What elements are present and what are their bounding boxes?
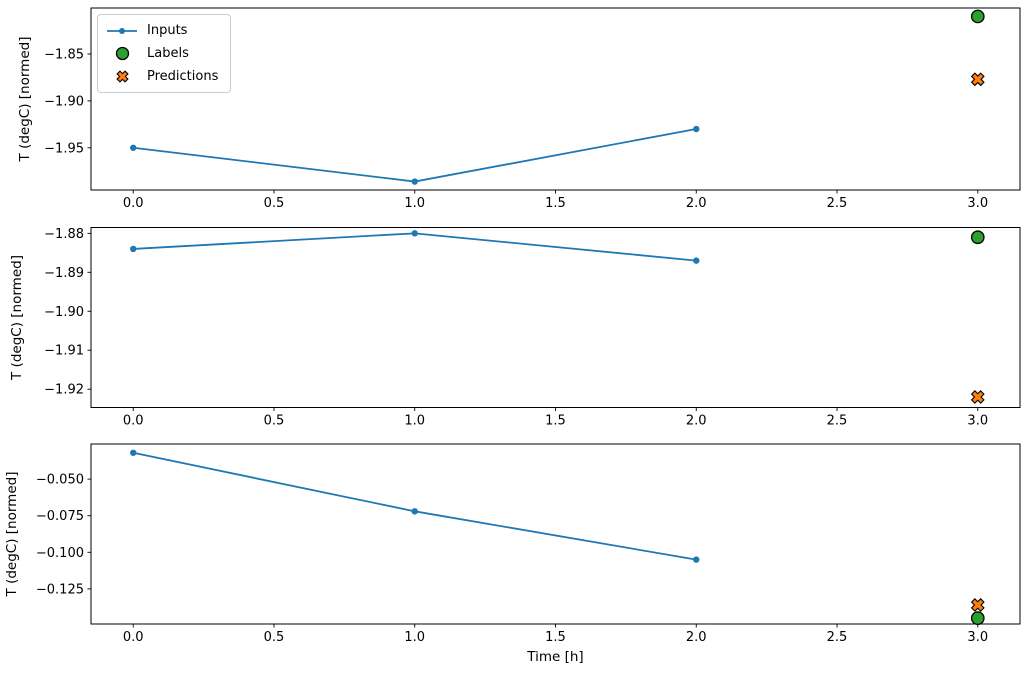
x-tick-label: 2.5	[827, 414, 848, 429]
x-tick-label: 2.5	[827, 196, 848, 211]
inputs-point	[130, 144, 137, 151]
x-tick-label: 1.5	[545, 630, 566, 645]
inputs-point	[411, 508, 418, 515]
subplot-3: 0.0 0.5 1.0 1.5 2.0 2.5 3.0 −0.050 −0.075 −0.100 −…	[4, 443, 1021, 665]
y-tick-label: −0.125	[36, 582, 84, 597]
predictions-point	[970, 390, 985, 404]
legend-item-predictions: Predictions	[106, 67, 218, 86]
predictions-point	[970, 598, 985, 612]
y-tick-label: −1.88	[44, 227, 84, 242]
x-axis-label: Time [h]	[526, 649, 583, 665]
y-tick-label: −1.85	[44, 47, 84, 62]
y-tick-label: −1.91	[44, 344, 84, 359]
x-tick-label: 3.0	[967, 414, 988, 429]
legend: Inputs Labels Predictions	[97, 14, 232, 93]
x-tick-label: 2.0	[686, 630, 707, 645]
axes-frame	[90, 227, 1021, 408]
inputs-line-dot-icon	[106, 24, 138, 38]
inputs-point	[411, 230, 418, 237]
labels-point	[970, 9, 985, 24]
x-tick-label: 0.0	[123, 630, 144, 645]
x-tick-label: 0.5	[264, 630, 285, 645]
x-tick-label: 3.0	[967, 630, 988, 645]
x-tick-label: 0.0	[123, 196, 144, 211]
y-tick-label: −1.90	[44, 305, 84, 320]
x-tick-label: 1.5	[545, 414, 566, 429]
labels-point	[970, 611, 985, 625]
x-tick-label: 1.5	[545, 196, 566, 211]
x-tick-label: 1.0	[404, 196, 425, 211]
x-tick-label: 1.0	[404, 414, 425, 429]
x-tick-label: 1.0	[404, 630, 425, 645]
x-tick-label: 0.5	[264, 196, 285, 211]
inputs-point	[411, 178, 418, 185]
y-axis-label: T (degC) [normed]	[4, 472, 20, 598]
y-tick-label: −0.050	[36, 473, 84, 488]
inputs-point	[693, 125, 700, 133]
x-tick-label: 2.0	[686, 414, 707, 429]
y-tick-label: −0.075	[36, 509, 84, 524]
y-tick-label: −1.92	[44, 383, 84, 398]
x-tick-label: 0.0	[123, 414, 144, 429]
x-tick-label: 2.5	[827, 630, 848, 645]
subplot-1: 0.0 0.5 1.0 1.5 2.0 2.5 3.0 −1.85 −1.90 −1.95 T (d…	[17, 7, 1021, 211]
x-tick-label: 2.0	[686, 196, 707, 211]
inputs-point	[693, 257, 700, 264]
inputs-point	[130, 245, 137, 253]
y-tick-label: −1.89	[44, 266, 84, 281]
legend-label-predictions: Predictions	[147, 69, 219, 84]
y-axis-label: T (degC) [normed]	[17, 37, 33, 163]
legend-label-inputs: Inputs	[147, 23, 188, 38]
axes-frame	[90, 443, 1021, 625]
subplot-2: 0.0 0.5 1.0 1.5 2.0 2.5 3.0 −1.88 −1.89 −1.90 −1.9…	[9, 227, 1021, 429]
y-tick-label: −1.90	[44, 94, 84, 109]
y-tick-label: −0.100	[36, 546, 84, 561]
x-tick-label: 3.0	[967, 196, 988, 211]
legend-item-labels: Labels	[106, 44, 218, 63]
legend-item-inputs: Inputs	[106, 21, 218, 40]
inputs-point	[693, 556, 700, 563]
predictions-x-icon	[106, 68, 138, 85]
y-tick-label: −1.95	[44, 141, 84, 156]
inputs-line	[133, 232, 697, 262]
inputs-line	[133, 451, 697, 561]
inputs-point	[130, 449, 137, 456]
predictions-point	[970, 72, 985, 87]
inputs-line	[133, 128, 697, 183]
labels-point	[970, 230, 985, 245]
labels-circle-icon	[106, 45, 138, 62]
legend-label-labels: Labels	[147, 46, 189, 61]
x-tick-label: 0.5	[264, 414, 285, 429]
y-axis-label: T (degC) [normed]	[9, 255, 25, 381]
